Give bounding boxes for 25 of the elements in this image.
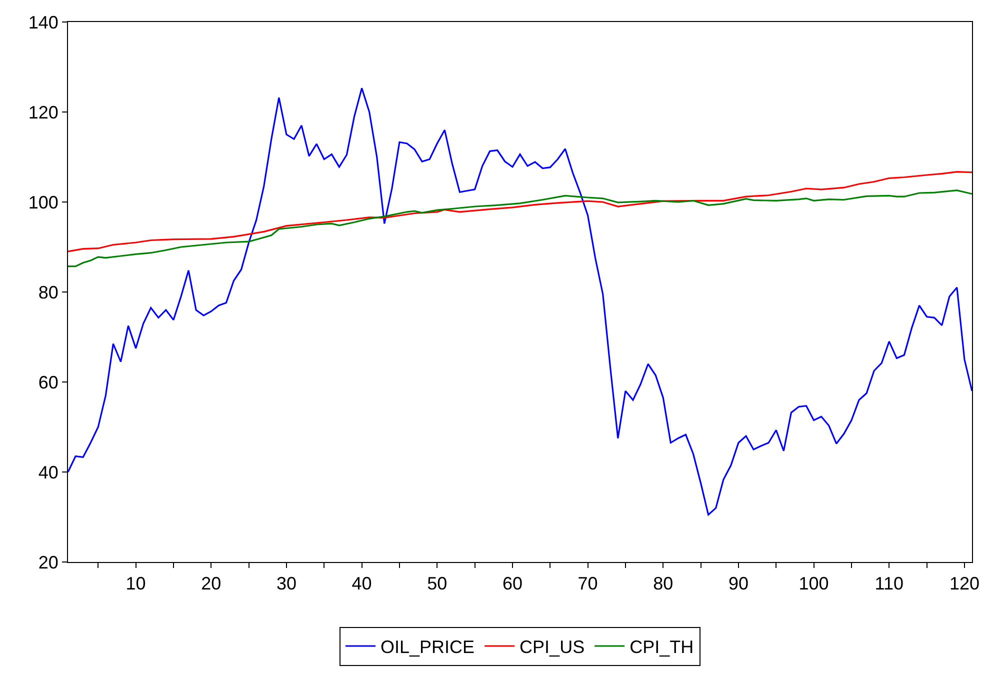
- x-tick-label: 40: [352, 574, 372, 594]
- x-tick-label: 60: [502, 574, 522, 594]
- line-series: [68, 190, 972, 268]
- x-tick-label: 10: [126, 574, 146, 594]
- legend-label: OIL_PRICE: [380, 637, 475, 658]
- x-tick-label: 70: [578, 574, 598, 594]
- x-tick-label: 30: [276, 574, 296, 594]
- y-tick-label: 120: [28, 102, 58, 122]
- line-series: [68, 87, 972, 516]
- x-tick-label: 20: [201, 574, 222, 594]
- y-tick-label: 60: [38, 372, 58, 392]
- legend-label: CPI_US: [520, 637, 585, 658]
- x-tick-label: 120: [949, 574, 980, 594]
- y-tick-label: 40: [38, 462, 58, 482]
- x-tick-label: 50: [427, 574, 448, 594]
- legend-label: CPI_TH: [630, 637, 694, 658]
- y-tick-label: 140: [28, 12, 58, 32]
- x-tick-label: 90: [728, 574, 748, 594]
- y-tick-label: 20: [38, 552, 58, 572]
- line-series: [68, 171, 972, 252]
- x-tick-label: 110: [874, 574, 904, 594]
- x-tick-label: 80: [653, 574, 674, 594]
- y-tick-label: 80: [38, 282, 58, 302]
- x-tick-label: 100: [798, 574, 829, 594]
- y-tick-label: 100: [28, 192, 58, 212]
